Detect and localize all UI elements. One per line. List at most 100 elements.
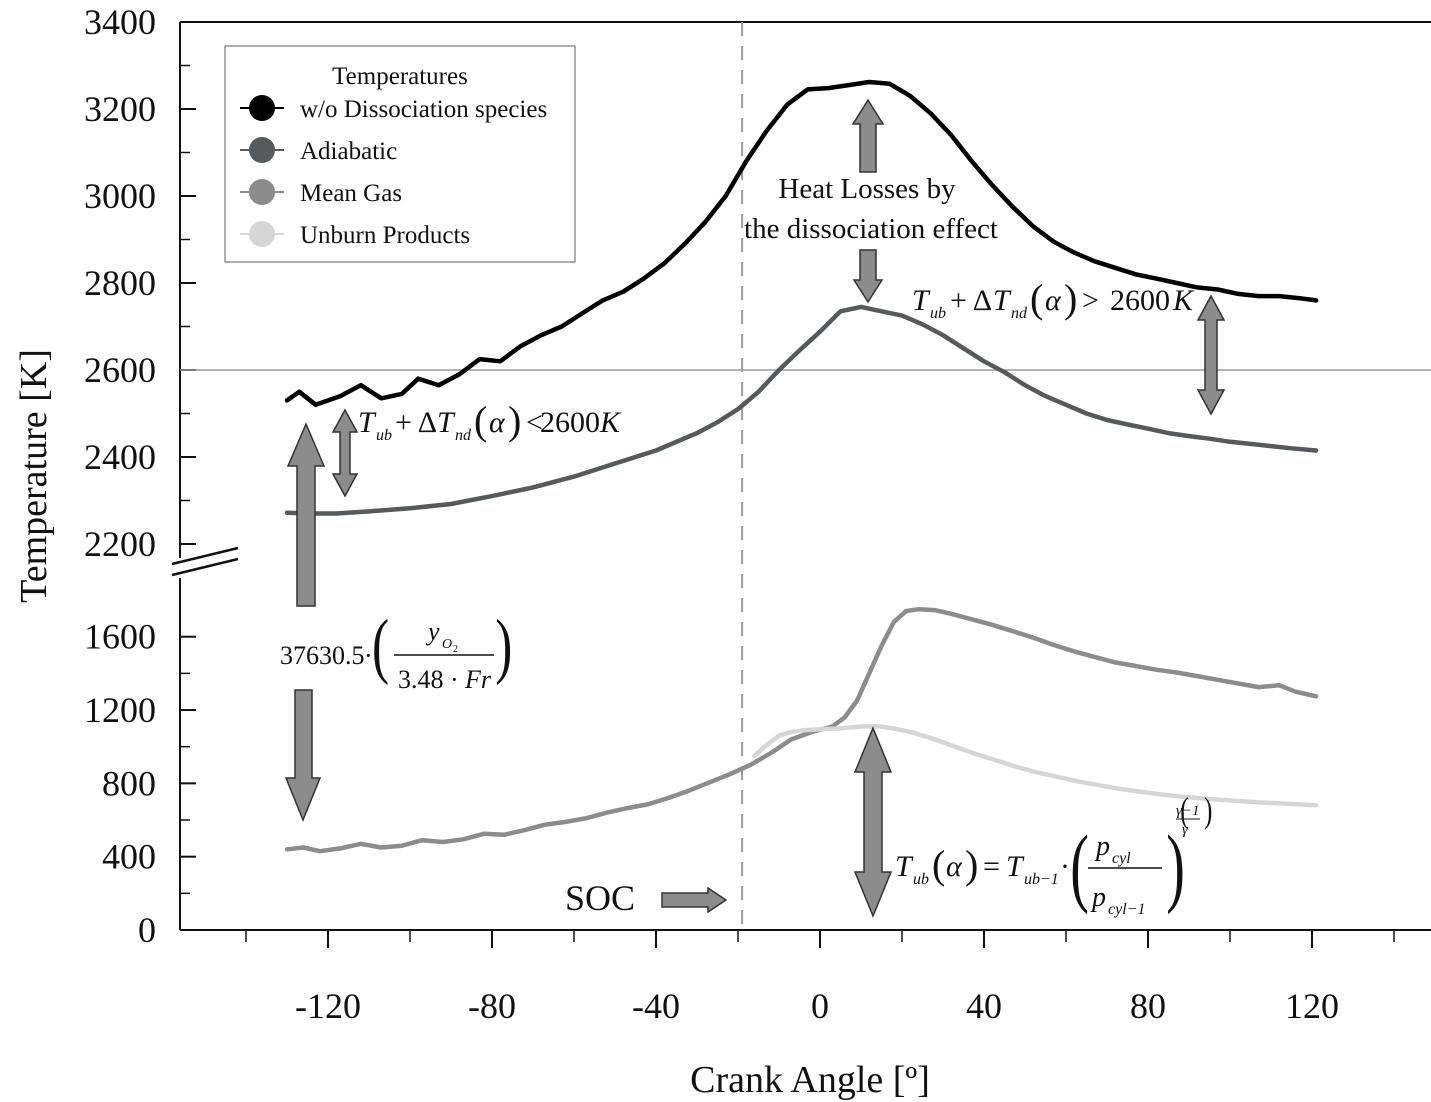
legend-title: Temperatures	[332, 63, 468, 90]
svg-text:(: (	[372, 604, 389, 685]
legend-label: Unburn Products	[300, 222, 470, 249]
svg-text:+ Δ: + Δ	[395, 406, 437, 439]
svg-text:): )	[508, 398, 521, 443]
svg-text:37630.5: 37630.5	[280, 641, 365, 670]
heat-loss-down-arrow	[852, 249, 884, 304]
y-tick-label: 2200	[84, 524, 156, 564]
y-tick-label: 2600	[84, 350, 156, 390]
svg-text:Fr: Fr	[464, 665, 492, 694]
svg-text:2: 2	[453, 644, 458, 655]
series-line-3	[752, 723, 1319, 808]
svg-text:2600: 2600	[1110, 284, 1170, 317]
heat-loss-up-arrow	[851, 98, 885, 173]
annotation-arrows	[284, 98, 1226, 918]
legend: Temperatures w/o Dissociation species Adi…	[224, 45, 576, 263]
small-double-arrow	[331, 408, 359, 498]
formula-less-2600: T ub + Δ T nd ( α ) < 2600 K	[358, 398, 622, 444]
svg-text:2600: 2600	[540, 406, 600, 439]
big-up-arrow	[286, 422, 326, 607]
y-tick-label: 400	[102, 837, 156, 877]
svg-text:K: K	[1172, 284, 1195, 317]
unburn-double-arrow	[853, 726, 893, 918]
svg-text:(: (	[474, 398, 487, 443]
heat-losses-line2: the dissociation effect	[744, 213, 998, 245]
series-line-1	[284, 304, 1319, 516]
x-tick-label: 80	[1130, 986, 1166, 1026]
svg-text:α: α	[489, 406, 506, 439]
x-tick-label: -80	[468, 986, 516, 1026]
x-axis-title: Crank Angle [º]	[690, 1059, 930, 1101]
svg-text:): )	[495, 604, 512, 685]
axis-break-mark	[171, 546, 239, 577]
x-tick-label: -40	[632, 986, 680, 1026]
svg-text:cyl−1: cyl−1	[1108, 901, 1145, 918]
svg-text:>: >	[1082, 284, 1099, 317]
svg-text:T: T	[437, 406, 456, 439]
y-tick-label: 0	[138, 910, 156, 950]
svg-text:=: =	[983, 850, 1000, 883]
legend-box	[224, 45, 576, 263]
legend-label: Adiabatic	[300, 138, 397, 165]
y-tick-label: 1200	[84, 690, 156, 730]
series-layer	[284, 79, 1319, 854]
y-axis-title: Temperature [K]	[13, 349, 55, 603]
svg-text:<: <	[526, 406, 543, 439]
svg-text:T: T	[912, 284, 931, 317]
svg-text:(: (	[932, 842, 945, 887]
y-tick-label: 800	[102, 763, 156, 803]
svg-text:nd: nd	[1011, 305, 1028, 322]
svg-text:T: T	[993, 284, 1012, 317]
right-double-arrow	[1196, 294, 1226, 416]
legend-entries: w/o Dissociation species Adiabatic Mean Ga…	[240, 95, 547, 249]
svg-text:·: ·	[1060, 850, 1070, 883]
formula-greater-2600: T ub + Δ T nd ( α ) > 2600 K	[912, 276, 1195, 322]
y-tick-label: 2800	[84, 263, 156, 303]
x-tick-label: 40	[966, 986, 1002, 1026]
big-down-arrow	[284, 689, 322, 822]
x-tick-label: -120	[295, 986, 361, 1026]
y-tick-label: 2400	[84, 437, 156, 477]
svg-text:T: T	[1006, 850, 1025, 883]
svg-text:): )	[965, 842, 978, 887]
svg-text:γ: γ	[1182, 822, 1189, 838]
legend-label: Mean Gas	[300, 180, 402, 207]
svg-text:+ Δ: + Δ	[950, 284, 992, 317]
svg-text:(: (	[1070, 817, 1089, 915]
soc-label: SOC	[565, 878, 635, 918]
formula-unburn: T ub ( α ) = T ub−1 · ( p cyl p cyl−1 ) …	[895, 790, 1212, 918]
y-tick-label: 1600	[84, 617, 156, 657]
legend-swatch-marker	[249, 221, 275, 247]
svg-text:cyl: cyl	[1112, 850, 1131, 867]
svg-text:T: T	[358, 406, 377, 439]
formula-oxygen: 37630.5 · ( y O 2 3.48 · Fr )	[280, 604, 512, 694]
svg-text:K: K	[599, 406, 622, 439]
legend-swatch-marker	[249, 179, 275, 205]
svg-text:3.48 ·: 3.48 ·	[398, 665, 459, 694]
svg-text:): )	[1204, 790, 1212, 831]
svg-text:p: p	[1090, 882, 1106, 913]
svg-text:α: α	[946, 850, 963, 883]
series-line-2	[284, 606, 1319, 854]
svg-text:O: O	[442, 637, 452, 652]
soc-arrow	[661, 886, 728, 914]
y-tick-label: 3000	[84, 176, 156, 216]
legend-label: w/o Dissociation species	[300, 96, 547, 123]
x-tick-label: 120	[1285, 986, 1339, 1026]
svg-text:ub: ub	[376, 427, 392, 444]
svg-text:ub−1: ub−1	[1024, 871, 1059, 888]
x-axis-ticks: -120 -80 -40 0 40 80 120	[245, 930, 1395, 1026]
svg-text:γ−1: γ−1	[1176, 803, 1200, 819]
legend-swatch-marker	[249, 137, 275, 163]
heat-losses-line1: Heat Losses by	[778, 173, 956, 205]
svg-text:p: p	[1094, 831, 1110, 862]
svg-text:y: y	[425, 617, 440, 646]
svg-text:): )	[1064, 276, 1077, 321]
svg-text:T: T	[895, 850, 914, 883]
x-tick-label: 0	[811, 986, 829, 1026]
y-tick-label: 3200	[84, 89, 156, 129]
svg-text:·: ·	[364, 641, 373, 670]
y-tick-label: 3400	[84, 2, 156, 42]
svg-text:ub: ub	[913, 871, 929, 888]
series-line-0	[284, 79, 1319, 408]
